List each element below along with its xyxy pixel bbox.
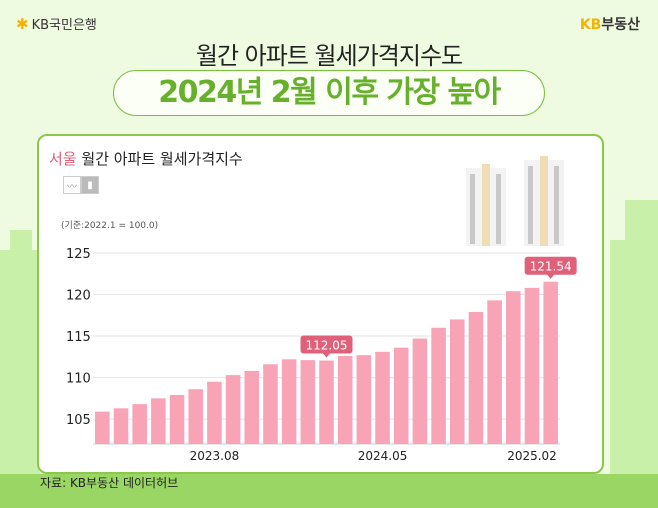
bar xyxy=(225,375,241,444)
line-chart-icon[interactable]: 〰 xyxy=(63,176,81,194)
bar xyxy=(412,338,428,444)
kb-realestate-logo: KB부동산 xyxy=(580,14,640,34)
chart-type-toggle: 〰 ▮ xyxy=(63,176,99,194)
value-callout xyxy=(524,256,577,275)
y-tick-label: 125 xyxy=(66,247,91,262)
x-tick-label: 2023.08 xyxy=(190,449,240,463)
y-tick-label: 105 xyxy=(66,413,91,428)
x-tick-label: 2025.02 xyxy=(507,449,557,463)
background-building xyxy=(610,240,658,480)
callout-pointer xyxy=(546,274,555,279)
bar-chart-icon[interactable]: ▮ xyxy=(81,176,99,194)
city-label: 서울 xyxy=(49,150,77,168)
brand-name: 부동산 xyxy=(601,17,640,33)
background-building xyxy=(0,250,40,480)
bar xyxy=(132,404,147,444)
bar xyxy=(263,364,278,444)
value-callout xyxy=(300,335,353,354)
bar xyxy=(207,381,222,444)
bar xyxy=(95,411,110,444)
callout-label: 112.05 xyxy=(306,339,348,353)
callout-label: 121.54 xyxy=(530,260,572,274)
background-building xyxy=(625,200,658,250)
chart-title: 서울 월간 아파트 월세가격지수 xyxy=(49,148,243,169)
kb-bank-logo: ✱ KB국민은행 xyxy=(16,14,97,34)
bar xyxy=(300,360,316,444)
bank-logo-text: KB국민은행 xyxy=(31,18,97,33)
apartment-illustration xyxy=(466,156,564,246)
chart-title-text: 월간 아파트 월세가격지수 xyxy=(81,150,243,168)
brand-kb: KB xyxy=(579,17,602,33)
kb-star-icon: ✱ xyxy=(16,14,29,33)
headline-line1: 월간 아파트 월세가격지수도 xyxy=(195,42,463,70)
bar xyxy=(393,347,409,444)
callout-pointer xyxy=(322,353,331,358)
bar xyxy=(356,355,372,444)
bar xyxy=(244,370,260,444)
bar xyxy=(281,359,297,444)
background-building xyxy=(10,230,32,260)
bar xyxy=(113,408,129,444)
bar xyxy=(487,300,502,444)
source-note: 자료: KB부동산 데이터허브 xyxy=(40,476,179,490)
bar xyxy=(431,327,446,444)
bar xyxy=(543,281,558,444)
bar xyxy=(337,355,353,444)
bar xyxy=(468,311,484,444)
footer-band xyxy=(0,474,658,508)
bar xyxy=(524,287,540,444)
index-basis: (기준:2022.1 = 100.0) xyxy=(61,221,159,231)
x-tick-label: 2024.05 xyxy=(358,449,408,463)
y-tick-label: 110 xyxy=(66,372,91,387)
y-tick-label: 115 xyxy=(66,330,91,345)
bar xyxy=(506,291,521,444)
bar xyxy=(169,395,185,444)
bar xyxy=(319,360,334,444)
headline-pill: 2024년 2월 이후 가장 높아 xyxy=(113,70,545,116)
y-tick-label: 120 xyxy=(66,289,91,304)
bar xyxy=(151,398,166,444)
bar xyxy=(375,351,390,444)
bar xyxy=(449,319,465,444)
bar xyxy=(188,389,204,444)
